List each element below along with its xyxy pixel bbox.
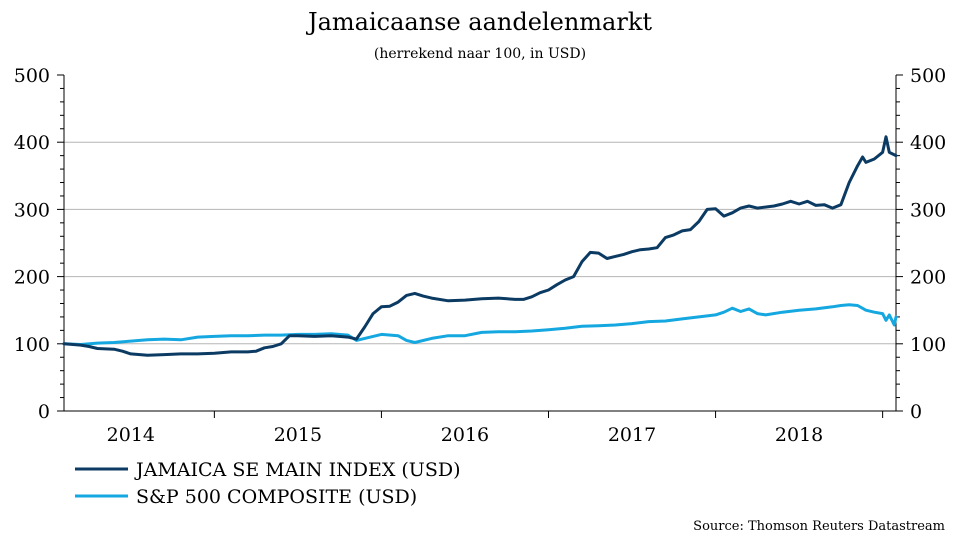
y-axis-left: 0 100 200 300 400 500 <box>14 65 64 423</box>
y-tick-label-right: 100 <box>910 334 946 356</box>
x-tick-label: 2015 <box>274 424 322 446</box>
y-tick-label-right: 0 <box>910 401 922 423</box>
series-line-jamaica <box>62 135 898 357</box>
y-tick-label-left: 300 <box>14 199 50 221</box>
y-tick-label-left: 200 <box>14 267 50 289</box>
y-tick-label-left: 500 <box>14 65 50 87</box>
legend-label-jamaica: JAMAICA SE MAIN INDEX (USD) <box>134 459 460 481</box>
source-note: Source: Thomson Reuters Datastream <box>693 519 945 534</box>
y-tick-label-right: 200 <box>910 267 946 289</box>
legend: JAMAICA SE MAIN INDEX (USD) S&P 500 COMP… <box>75 459 460 508</box>
x-tick-label: 2014 <box>107 424 155 446</box>
x-axis: 2014 2015 2016 2017 2018 <box>107 411 884 446</box>
y-tick-label-right: 300 <box>910 199 946 221</box>
y-tick-label-right: 500 <box>910 65 946 87</box>
chart-subtitle: (herrekend naar 100, in USD) <box>374 46 586 62</box>
x-tick-label: 2018 <box>775 424 823 446</box>
x-tick-label: 2016 <box>441 424 489 446</box>
x-tick-label: 2017 <box>608 424 656 446</box>
chart-title: Jamaicaanse aandelenmarkt <box>305 8 652 36</box>
y-axis-right: 0 100 200 300 400 500 <box>896 65 946 423</box>
axes <box>63 75 897 412</box>
series-line-sp500 <box>62 303 898 346</box>
grid <box>64 141 896 345</box>
y-tick-label-left: 0 <box>38 401 50 423</box>
series-lines <box>62 135 898 357</box>
legend-label-sp500: S&P 500 COMPOSITE (USD) <box>136 486 417 508</box>
y-tick-label-left: 100 <box>14 334 50 356</box>
y-tick-label-left: 400 <box>14 132 50 154</box>
y-tick-label-right: 400 <box>910 132 946 154</box>
